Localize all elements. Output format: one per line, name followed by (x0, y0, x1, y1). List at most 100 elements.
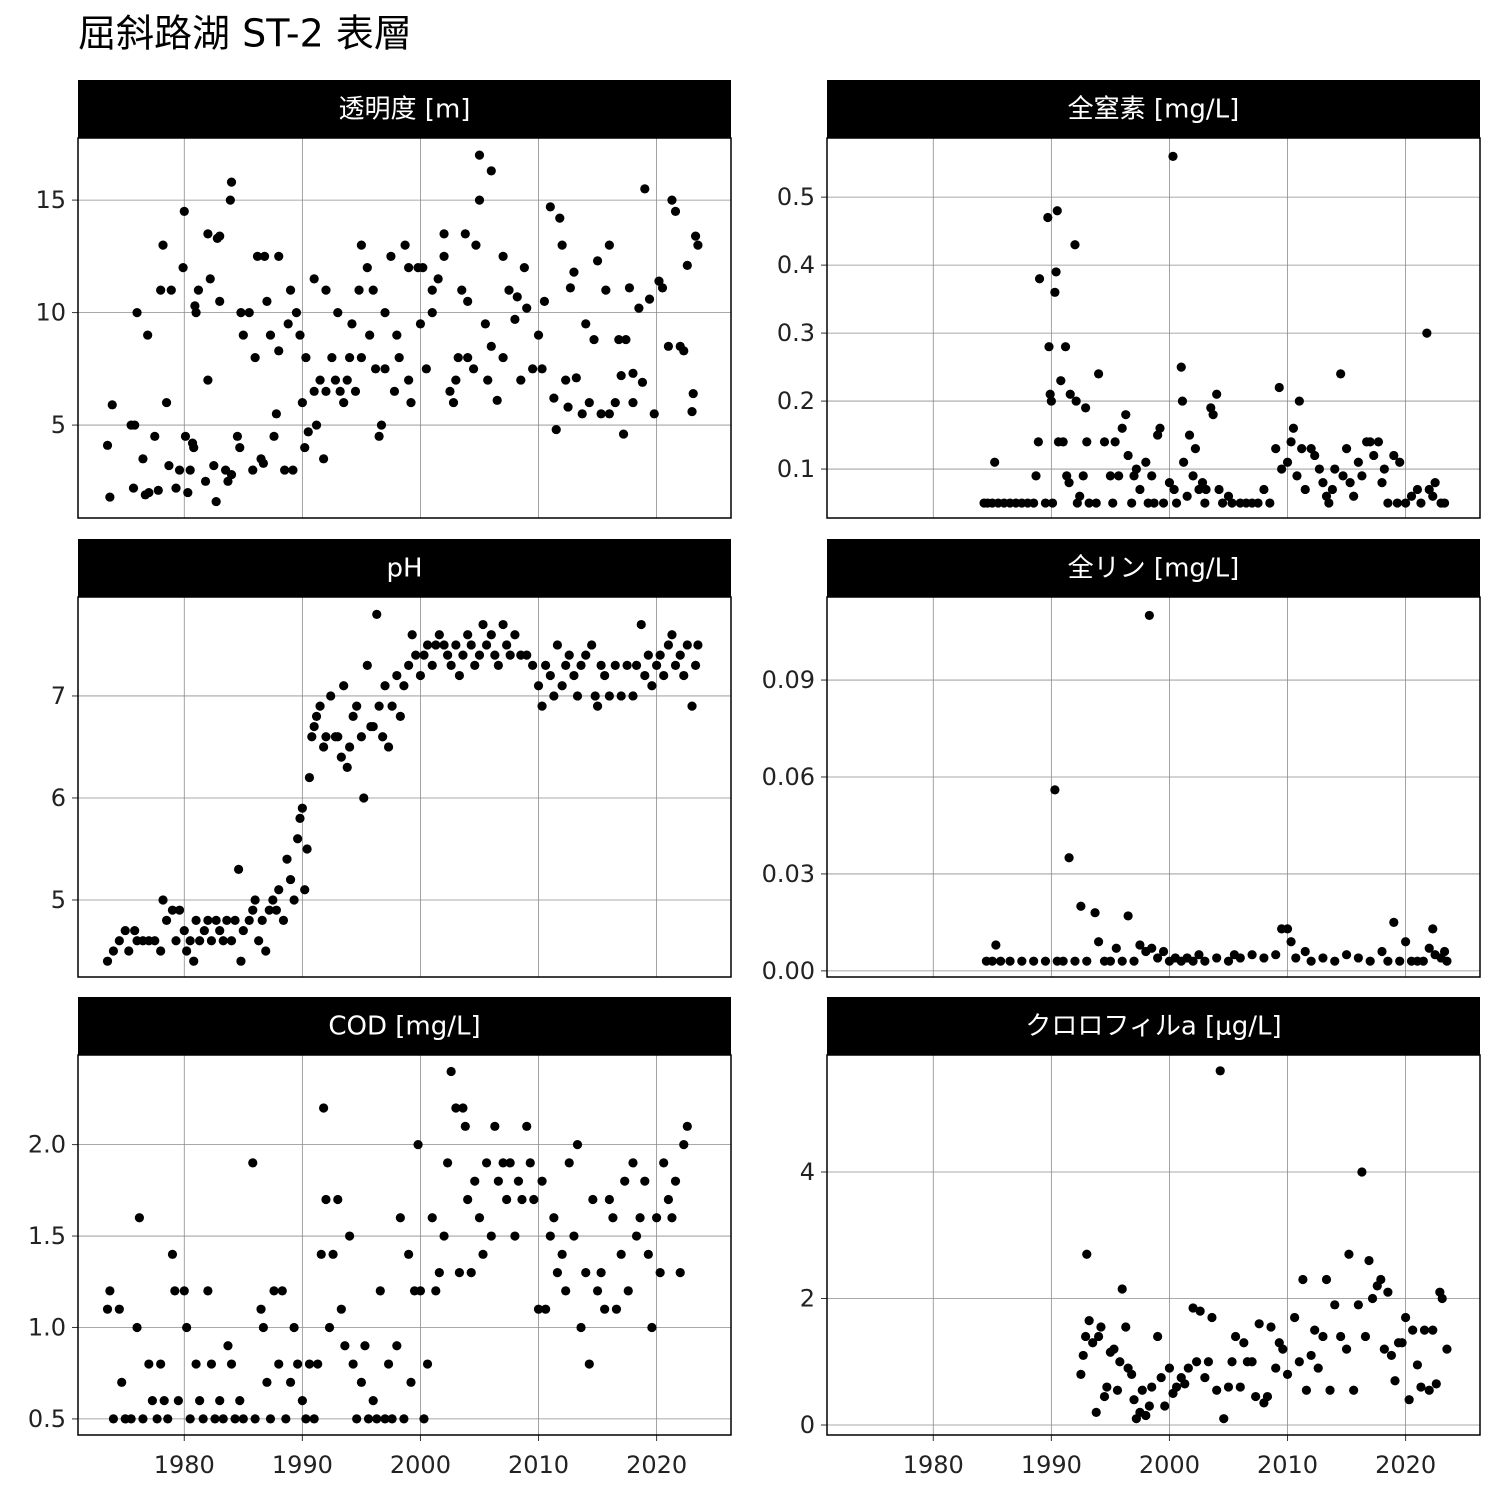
data-point (257, 915, 267, 925)
data-point (541, 660, 551, 670)
data-point (1223, 491, 1234, 501)
data-point (274, 885, 284, 895)
panel-border (77, 137, 732, 519)
data-point (443, 650, 453, 660)
strip (78, 539, 731, 597)
data-point (262, 1377, 272, 1387)
data-point (132, 1322, 142, 1333)
data-point (577, 409, 587, 419)
data-point (383, 742, 394, 752)
data-point (372, 1414, 382, 1424)
data-point (481, 1158, 492, 1168)
data-point (454, 1268, 465, 1278)
data-point (301, 352, 311, 363)
data-point (108, 946, 119, 956)
data-point (342, 375, 352, 385)
plot-background (827, 138, 1480, 518)
data-point (324, 1322, 335, 1333)
data-point (1043, 212, 1053, 223)
data-point (1200, 956, 1210, 966)
data-point (159, 1396, 169, 1406)
data-point (205, 274, 215, 284)
data-point (350, 386, 361, 396)
data-point (1383, 498, 1393, 508)
data-point (198, 1414, 208, 1424)
data-point (539, 296, 550, 306)
data-point (1064, 853, 1074, 863)
data-point (445, 386, 455, 396)
data-point (644, 294, 655, 304)
data-point (1105, 956, 1115, 966)
data-point (513, 1176, 524, 1186)
data-point (235, 1396, 245, 1406)
data-point (1115, 1357, 1125, 1367)
data-point (313, 1359, 323, 1369)
data-point (1301, 1385, 1312, 1395)
data-point (161, 915, 172, 925)
data-point (378, 732, 388, 742)
data-point (1239, 1338, 1249, 1348)
data-point (1386, 1350, 1397, 1361)
data-point (584, 1359, 594, 1369)
data-point (486, 166, 496, 176)
data-point (395, 711, 405, 721)
data-point (581, 1268, 591, 1278)
data-point (1212, 1385, 1222, 1395)
data-point (1164, 1363, 1175, 1373)
plot-background (827, 1055, 1480, 1435)
data-point (191, 307, 201, 318)
data-point (1442, 1344, 1452, 1354)
data-point (1082, 437, 1092, 447)
data-point (1029, 956, 1039, 966)
data-point (230, 915, 240, 925)
data-point (126, 1414, 136, 1424)
data-point (167, 1249, 178, 1259)
data-point (439, 1231, 449, 1241)
data-point (114, 936, 124, 946)
data-point (375, 1286, 385, 1296)
data-point (309, 1414, 319, 1424)
data-point (533, 681, 544, 691)
data-point (1365, 437, 1375, 447)
y-tick-label: 1.5 (28, 1222, 66, 1250)
data-point (166, 285, 176, 295)
data-point (1235, 953, 1245, 963)
data-point (634, 303, 644, 313)
data-point (1088, 1338, 1098, 1348)
strip (827, 80, 1480, 138)
data-point (1318, 1331, 1328, 1342)
data-point (211, 915, 221, 925)
page-title: 屈斜路湖 ST-2 表層 (78, 12, 412, 56)
data-point (1180, 1379, 1190, 1389)
data-point (1093, 937, 1104, 947)
data-point (105, 1286, 115, 1296)
data-point (285, 1377, 296, 1387)
data-point (1300, 946, 1310, 957)
data-point (404, 1249, 414, 1259)
data-point (1330, 956, 1340, 966)
data-point (1005, 956, 1015, 966)
y-tick-label: 0.09 (762, 666, 815, 694)
data-point (274, 251, 284, 261)
data-point (183, 487, 193, 498)
data-point (498, 619, 508, 630)
data-point (164, 460, 174, 471)
data-point (348, 711, 358, 721)
data-point (150, 936, 160, 946)
data-point (418, 262, 428, 273)
data-point (144, 487, 154, 498)
data-point (258, 458, 268, 468)
data-point (492, 395, 502, 405)
data-point (649, 409, 659, 419)
data-point (631, 1231, 642, 1241)
data-point (1082, 1249, 1092, 1259)
data-point (433, 274, 443, 284)
data-point (446, 1066, 456, 1077)
data-point (203, 1286, 213, 1296)
data-point (483, 375, 493, 385)
data-point (1093, 1331, 1104, 1342)
data-point (226, 177, 237, 187)
data-point (679, 1140, 689, 1150)
data-point (510, 1231, 520, 1241)
data-point (144, 1359, 154, 1369)
